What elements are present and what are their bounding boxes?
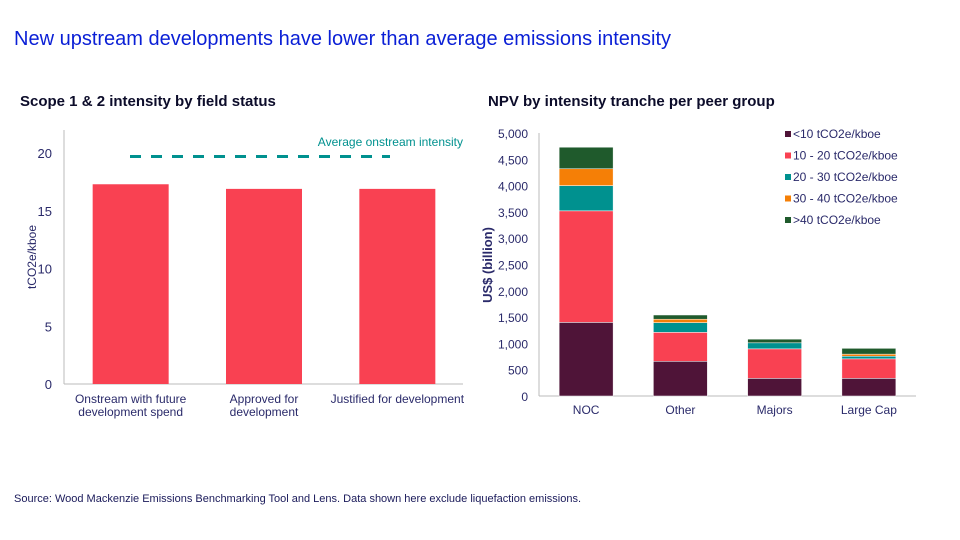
y-tick-label: 10 [38,262,52,277]
bar-segment [558,146,614,170]
legend-swatch [785,152,791,159]
x-tick-label: Approved for [230,392,299,406]
legend-label: >40 tCO2e/kboe [793,213,881,227]
y-tick-label: 4,000 [498,180,528,194]
page-title: New upstream developments have lower tha… [14,28,672,50]
bar-segment [558,168,614,186]
bar-segment [841,348,897,355]
legend-label: 10 - 20 tCO2e/kboe [793,149,898,163]
y-tick-label: 3,500 [498,206,528,220]
bar-segment [653,314,708,320]
x-tick-label: Large Cap [841,403,897,417]
left-chart-title: Scope 1 & 2 intensity by field status [20,93,276,110]
average-line-label: Average onstream intensity [318,135,463,149]
bar-segment [841,353,897,357]
y-tick-label: 5 [45,319,52,334]
legend-label: 20 - 30 tCO2e/kboe [793,170,898,184]
y-axis-label: tCO2e/kboe [25,225,39,289]
bar-segment [747,342,802,350]
bar-segment [747,338,802,344]
bar [92,184,169,384]
legend-swatch [785,174,791,180]
x-tick-label: development spend [78,405,183,419]
bar-segment [653,332,708,362]
x-tick-label: Justified for development [331,392,465,406]
y-tick-label: 0 [45,377,52,392]
bar-segment [747,348,802,379]
y-tick-label: 5,000 [498,127,528,141]
y-tick-label: 15 [38,204,52,219]
right-chart-title: NPV by intensity tranche per peer group [488,93,775,110]
bar-segment [558,185,614,212]
y-axis-label: US$ (billion) [480,227,495,303]
legend-swatch [785,217,791,223]
legend-swatch [785,195,791,202]
bar-segment [841,355,897,360]
y-tick-label: 500 [508,364,528,378]
bar-segment [841,358,897,379]
bar-segment [653,361,708,397]
bar-segment [653,322,708,333]
x-tick-label: development [230,405,299,419]
y-tick-label: 2,500 [498,259,528,273]
y-tick-label: 4,500 [498,153,528,167]
bar-segment [653,318,708,323]
y-tick-label: 0 [521,390,528,404]
legend-label: 30 - 40 tCO2e/kboe [793,192,898,206]
legend-label: <10 tCO2e/kboe [793,127,881,141]
y-tick-label: 1,000 [498,337,528,351]
y-tick-label: 1,500 [498,311,528,325]
legend-swatch [785,131,791,137]
bar-segment [558,210,614,323]
bar-segment [558,322,614,397]
bar-segment [841,378,897,397]
y-tick-label: 3,000 [498,232,528,246]
bar-segment [747,378,802,397]
source-note: Source: Wood Mackenzie Emissions Benchma… [14,493,582,505]
x-tick-label: Other [665,403,695,417]
x-tick-label: Onstream with future [75,392,187,406]
y-tick-label: 20 [38,146,52,161]
bar [359,188,436,384]
x-tick-label: NOC [573,403,600,417]
y-tick-label: 2,000 [498,285,528,299]
bar [226,188,302,384]
x-tick-label: Majors [757,403,793,417]
